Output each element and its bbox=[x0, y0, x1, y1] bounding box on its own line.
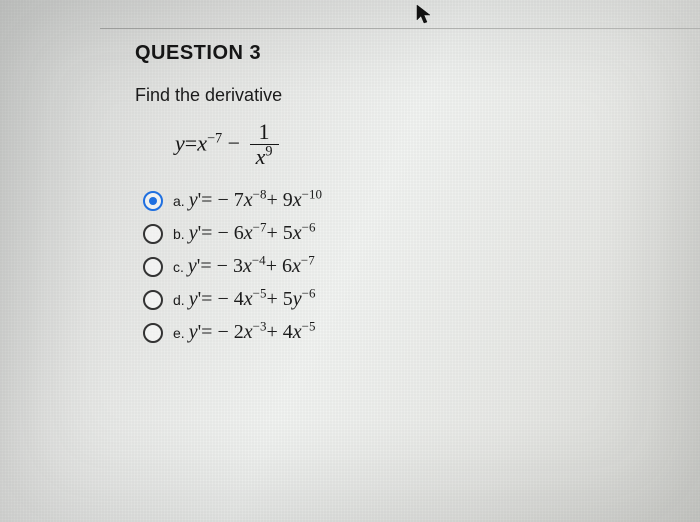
option-expression: y'= − 4x−5+ 5y−6 bbox=[189, 288, 316, 311]
option-row-b[interactable]: b.y'= − 6x−7+ 5x−6 bbox=[143, 222, 660, 245]
option-letter: d. bbox=[173, 292, 185, 308]
eq-lhs-var: y bbox=[175, 131, 185, 156]
radio-button[interactable] bbox=[143, 257, 163, 277]
divider-rule bbox=[100, 28, 700, 29]
option-row-c[interactable]: c.y'= − 3x−4+ 6x−7 bbox=[143, 255, 660, 278]
eq-frac-num: 1 bbox=[250, 120, 279, 145]
option-expression: y'= − 6x−7+ 5x−6 bbox=[189, 222, 316, 245]
eq-frac-den: x9 bbox=[250, 145, 279, 171]
question-equation: y=x−7 − 1 x9 bbox=[175, 120, 660, 171]
option-row-a[interactable]: a.y'= − 7x−8+ 9x−10 bbox=[143, 189, 660, 212]
radio-button[interactable] bbox=[143, 224, 163, 244]
mouse-cursor-icon bbox=[416, 4, 432, 31]
option-letter: a. bbox=[173, 193, 185, 209]
option-expression: y'= − 2x−3+ 4x−5 bbox=[189, 321, 316, 344]
radio-dot bbox=[149, 197, 157, 205]
radio-button[interactable] bbox=[143, 191, 163, 211]
question-content: QUESTION 3 Find the derivative y=x−7 − 1… bbox=[135, 42, 660, 354]
question-instruction: Find the derivative bbox=[135, 85, 660, 106]
eq-minus: − bbox=[228, 131, 240, 156]
radio-button[interactable] bbox=[143, 323, 163, 343]
eq-term1-var: x bbox=[197, 131, 207, 156]
option-letter: c. bbox=[173, 259, 184, 275]
eq-fraction: 1 x9 bbox=[250, 120, 279, 171]
option-letter: b. bbox=[173, 226, 185, 242]
options-list: a.y'= − 7x−8+ 9x−10b.y'= − 6x−7+ 5x−6c.y… bbox=[135, 189, 660, 344]
option-expression: y'= − 7x−8+ 9x−10 bbox=[189, 189, 322, 212]
eq-equals: = bbox=[185, 131, 197, 156]
option-row-e[interactable]: e.y'= − 2x−3+ 4x−5 bbox=[143, 321, 660, 344]
radio-button[interactable] bbox=[143, 290, 163, 310]
eq-term1-exp: −7 bbox=[207, 130, 222, 146]
question-title: QUESTION 3 bbox=[135, 42, 660, 65]
option-letter: e. bbox=[173, 325, 185, 341]
option-expression: y'= − 3x−4+ 6x−7 bbox=[188, 255, 315, 278]
option-row-d[interactable]: d.y'= − 4x−5+ 5y−6 bbox=[143, 288, 660, 311]
